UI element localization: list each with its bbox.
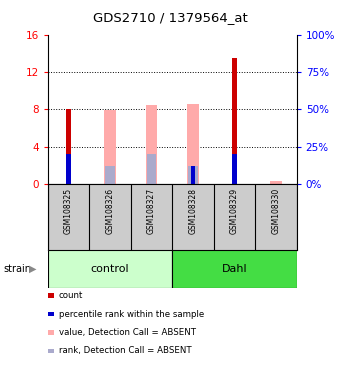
Bar [172, 250, 297, 288]
Text: count: count [59, 291, 83, 300]
Bar [191, 166, 195, 184]
Bar [147, 154, 156, 184]
Text: GSM108330: GSM108330 [271, 188, 280, 234]
Text: GSM108329: GSM108329 [230, 188, 239, 234]
Bar [232, 154, 237, 184]
Bar [104, 110, 116, 184]
Bar [48, 250, 172, 288]
Bar [187, 104, 199, 184]
Text: GSM108327: GSM108327 [147, 188, 156, 234]
Text: GDS2710 / 1379564_at: GDS2710 / 1379564_at [93, 11, 248, 24]
Bar [232, 58, 237, 184]
Bar [146, 105, 157, 184]
Text: ▶: ▶ [29, 264, 36, 274]
Text: control: control [91, 264, 129, 274]
Bar [188, 166, 197, 184]
Bar [105, 166, 115, 184]
Text: GSM108328: GSM108328 [189, 188, 197, 233]
Bar [270, 180, 282, 184]
Text: GSM108325: GSM108325 [64, 188, 73, 234]
Text: value, Detection Call = ABSENT: value, Detection Call = ABSENT [59, 328, 196, 337]
Text: percentile rank within the sample: percentile rank within the sample [59, 310, 204, 319]
Text: GSM108326: GSM108326 [105, 188, 115, 234]
Bar [65, 109, 71, 184]
Bar [66, 154, 71, 184]
Text: rank, Detection Call = ABSENT: rank, Detection Call = ABSENT [59, 346, 192, 356]
Text: strain: strain [3, 264, 31, 274]
Text: Dahl: Dahl [222, 264, 247, 274]
